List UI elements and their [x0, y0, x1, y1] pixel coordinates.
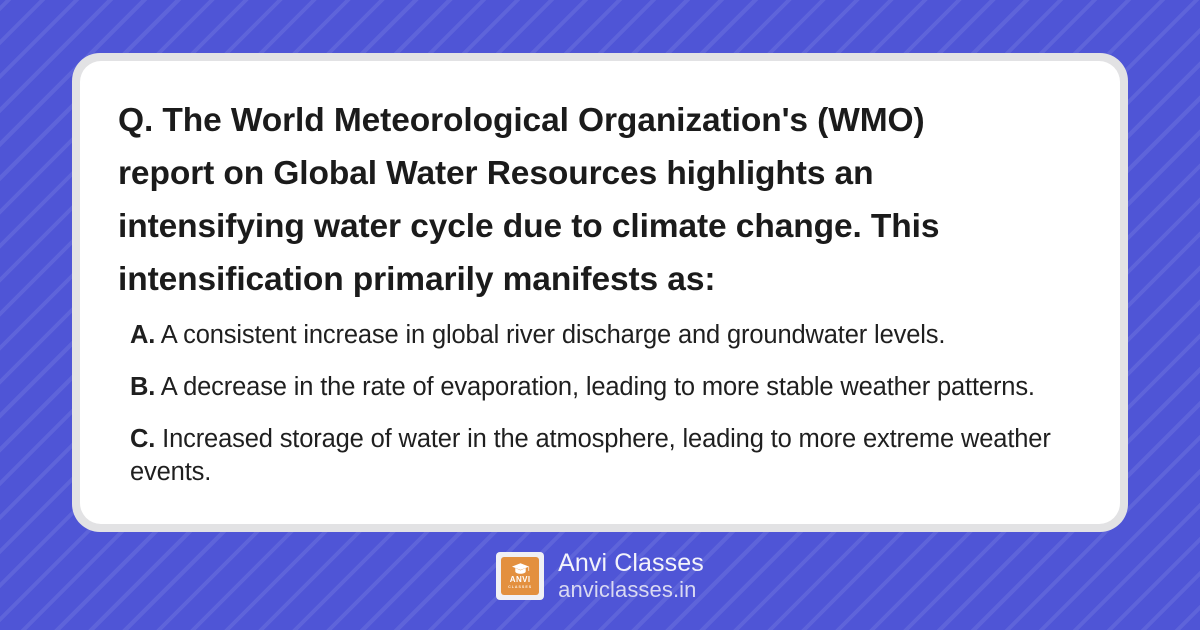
option-label-c: C. — [130, 424, 156, 453]
option-item-b[interactable]: B. A decrease in the rate of evaporation… — [118, 371, 1084, 404]
logo-subtitle-text: CLASSES — [508, 585, 533, 590]
brand-url[interactable]: anviclasses.in — [558, 577, 697, 603]
option-label-a: A. — [130, 320, 156, 349]
option-label-b: B. — [130, 372, 156, 401]
brand-title: Anvi Classes — [558, 549, 704, 578]
option-text-b: A decrease in the rate of evaporation, l… — [160, 372, 1035, 401]
brand-footer: ANVI CLASSES Anvi Classes anviclasses.in — [0, 545, 1200, 607]
logo-tile: ANVI CLASSES — [501, 557, 540, 595]
option-item-a[interactable]: A. A consistent increase in global river… — [118, 319, 1084, 352]
graduation-cap-icon — [511, 563, 529, 574]
option-text-c: Increased storage of water in the atmosp… — [130, 424, 1051, 487]
brand-text-block: Anvi Classes anviclasses.in — [558, 550, 704, 601]
option-item-c[interactable]: C. Increased storage of water in the atm… — [118, 423, 1084, 489]
brand-logo: ANVI CLASSES — [496, 552, 545, 600]
question-text: Q. The World Meteorological Organization… — [118, 102, 940, 298]
options-list: A. A consistent increase in global river… — [118, 319, 1084, 490]
question-card-inner: Q. The World Meteorological Organization… — [80, 61, 1120, 524]
option-text-a: A consistent increase in global river di… — [160, 320, 946, 349]
question-card: Q. The World Meteorological Organization… — [72, 53, 1128, 532]
logo-name-text: ANVI — [509, 575, 531, 585]
